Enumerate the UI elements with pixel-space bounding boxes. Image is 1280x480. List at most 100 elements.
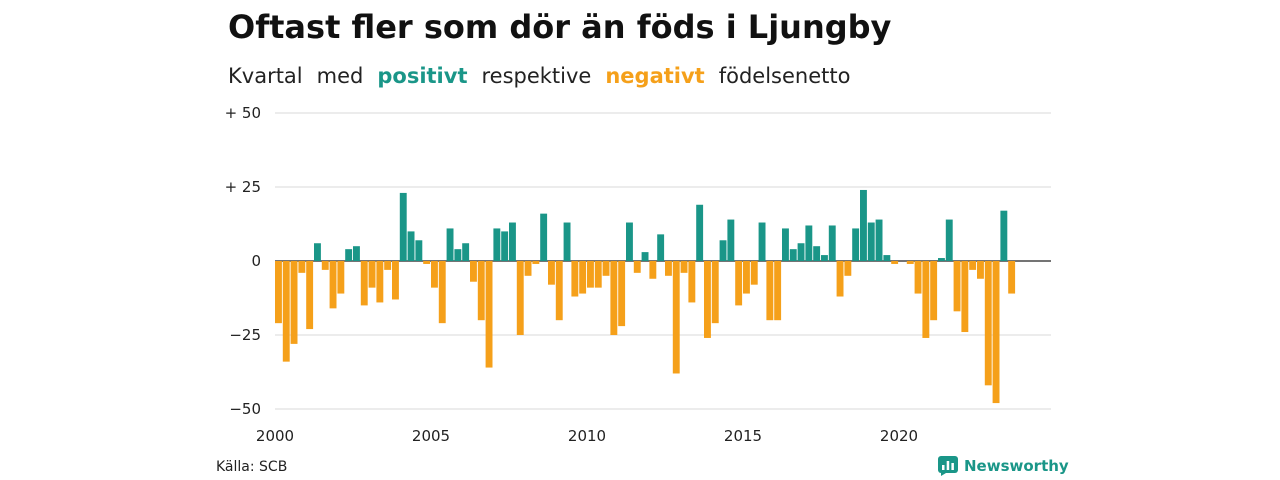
bar xyxy=(719,240,727,261)
bar xyxy=(314,243,321,261)
bar xyxy=(376,261,384,303)
bar xyxy=(977,261,984,279)
x-tick-label: 2005 xyxy=(412,427,450,445)
bar xyxy=(594,261,602,288)
bar xyxy=(641,252,649,261)
chart-bars xyxy=(275,189,1016,404)
bar xyxy=(384,261,392,270)
bar xyxy=(704,261,711,338)
bar xyxy=(321,261,329,270)
x-tick-label: 2000 xyxy=(256,427,294,445)
bar xyxy=(392,261,399,300)
bar xyxy=(633,261,641,273)
bar xyxy=(696,204,704,261)
bar xyxy=(509,222,516,261)
bar xyxy=(587,261,594,288)
bar xyxy=(821,255,828,261)
bar xyxy=(680,261,688,273)
y-tick-label: −25 xyxy=(229,326,261,344)
bar xyxy=(875,219,883,261)
bar xyxy=(711,261,719,324)
bar xyxy=(353,246,360,261)
bar xyxy=(548,261,555,285)
bar xyxy=(298,261,306,273)
bar xyxy=(797,243,805,261)
bar xyxy=(922,261,930,338)
bar xyxy=(618,261,626,327)
bar xyxy=(782,228,789,261)
bar xyxy=(415,240,423,261)
bar xyxy=(672,261,680,374)
x-tick-label: 2020 xyxy=(880,427,918,445)
bar xyxy=(290,261,298,344)
bar xyxy=(579,261,587,294)
bar xyxy=(969,261,977,270)
source-note: Källa: SCB xyxy=(216,459,288,475)
bar xyxy=(813,246,821,261)
bar xyxy=(555,261,563,321)
bar xyxy=(945,219,953,261)
bar xyxy=(399,192,407,261)
bar xyxy=(836,261,844,297)
bar xyxy=(423,261,431,264)
bar-chart-logo-icon xyxy=(938,456,958,476)
bar xyxy=(446,228,454,261)
bar xyxy=(501,231,509,261)
bar xyxy=(470,261,477,282)
bar xyxy=(961,261,969,333)
bar xyxy=(750,261,758,285)
bar xyxy=(828,225,836,261)
y-tick-label: 0 xyxy=(251,252,261,270)
bar xyxy=(789,249,797,261)
bar xyxy=(626,222,633,261)
bar xyxy=(938,258,945,261)
bar xyxy=(329,261,337,309)
x-tick-label: 2010 xyxy=(568,427,606,445)
bar xyxy=(407,231,415,261)
bar xyxy=(743,261,750,294)
bar xyxy=(563,222,571,261)
subtitle-text-med: med xyxy=(316,64,364,88)
bar xyxy=(860,189,867,261)
bar xyxy=(883,255,891,261)
bar xyxy=(477,261,485,321)
bar xyxy=(571,261,579,297)
bar xyxy=(867,222,875,261)
chart-subtitle: Kvartal med positivt respektive negativt föde… xyxy=(228,64,864,88)
subtitle-negative-word: negativt xyxy=(605,64,705,88)
brand-logo: Newsworthy xyxy=(938,456,1069,476)
bar xyxy=(735,261,743,306)
bar xyxy=(454,249,462,261)
bar xyxy=(774,261,782,321)
brand-name: Newsworthy xyxy=(964,457,1069,475)
bar xyxy=(649,261,657,279)
bar xyxy=(844,261,852,276)
bar xyxy=(852,228,860,261)
bar xyxy=(984,261,992,386)
bar xyxy=(438,261,446,324)
subtitle-text-kvartal: Kvartal xyxy=(228,64,303,88)
bar xyxy=(758,222,766,261)
bar xyxy=(462,243,470,261)
subtitle-positive-word: positivt xyxy=(377,64,468,88)
bar xyxy=(930,261,938,321)
y-tick-label: −50 xyxy=(229,400,261,418)
bar xyxy=(337,261,345,294)
bar xyxy=(516,261,524,335)
bar xyxy=(524,261,532,276)
bar xyxy=(540,213,548,261)
bar xyxy=(306,261,314,330)
bar xyxy=(485,261,493,368)
bar xyxy=(805,225,813,261)
y-tick-label: + 25 xyxy=(225,178,261,196)
bar xyxy=(657,234,665,261)
bar xyxy=(602,261,610,276)
chart-title: Oftast fler som dör än föds i Ljungby xyxy=(228,8,892,46)
bar xyxy=(282,261,290,362)
bar xyxy=(610,261,618,335)
bar xyxy=(345,249,353,261)
y-tick-label: + 50 xyxy=(225,104,261,122)
bar xyxy=(368,261,376,288)
bar xyxy=(992,261,1000,404)
x-tick-label: 2015 xyxy=(724,427,762,445)
